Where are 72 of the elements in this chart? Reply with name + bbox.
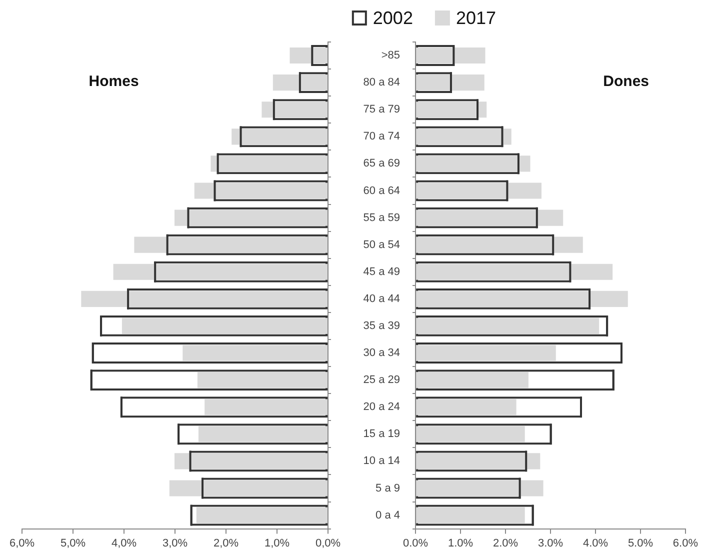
legend-label: 2002 bbox=[372, 8, 413, 28]
bar bbox=[197, 372, 328, 388]
bar bbox=[122, 318, 328, 334]
bar bbox=[416, 318, 600, 334]
bar bbox=[210, 156, 328, 172]
y-tick-label: 20 a 24 bbox=[363, 401, 400, 414]
x-tick-label: 4,0% bbox=[111, 537, 137, 550]
bar bbox=[416, 399, 516, 416]
bar bbox=[198, 426, 328, 442]
x-tick-label: 1,0% bbox=[264, 537, 290, 550]
bar bbox=[113, 264, 328, 280]
y-tick-label: 60 a 64 bbox=[363, 184, 400, 197]
x-tick-label: 5,0% bbox=[60, 537, 86, 550]
bar bbox=[290, 47, 328, 64]
y-tick-label: 65 a 69 bbox=[363, 158, 400, 170]
bar bbox=[272, 74, 328, 91]
bar bbox=[174, 210, 328, 226]
y-tick-label: 45 a 49 bbox=[363, 266, 400, 278]
x-tick-label: 0.0% bbox=[402, 537, 428, 550]
annotation: Dones bbox=[603, 73, 649, 90]
bar bbox=[174, 453, 328, 470]
x-tick-label: 2,0% bbox=[213, 537, 239, 550]
y-tick-label: 25 a 29 bbox=[363, 374, 400, 386]
bar bbox=[81, 290, 328, 307]
bar bbox=[416, 236, 583, 253]
x-tick-label: 6.0% bbox=[672, 537, 698, 550]
y-tick-label: 0 a 4 bbox=[376, 509, 400, 522]
bar bbox=[416, 102, 487, 118]
bar bbox=[416, 344, 556, 362]
bar bbox=[416, 74, 484, 91]
x-tick-label: 3,0% bbox=[162, 537, 188, 550]
y-tick-label: 35 a 39 bbox=[363, 320, 400, 332]
x-tick-label: 1.0% bbox=[448, 537, 474, 550]
x-tick-label: 2.0% bbox=[492, 537, 518, 550]
x-tick-label: 0,0% bbox=[315, 537, 341, 550]
bar bbox=[232, 128, 328, 145]
bar bbox=[416, 426, 525, 442]
bar bbox=[196, 507, 328, 524]
bar bbox=[416, 507, 525, 524]
bar bbox=[416, 372, 528, 388]
y-tick-label: 55 a 59 bbox=[363, 212, 400, 224]
bar bbox=[416, 290, 628, 307]
x-tick-label: 6,0% bbox=[9, 537, 35, 550]
y-tick-label: 80 a 84 bbox=[363, 76, 400, 89]
bar bbox=[416, 453, 540, 470]
y-tick-label: 15 a 19 bbox=[363, 428, 400, 440]
bar bbox=[134, 236, 328, 253]
bar bbox=[194, 182, 328, 199]
bar bbox=[204, 399, 328, 416]
y-tick-label: 5 a 9 bbox=[376, 482, 400, 494]
bar bbox=[416, 480, 544, 496]
bar bbox=[416, 128, 512, 145]
y-tick-label: 50 a 54 bbox=[363, 238, 400, 251]
y-tick-label: 75 a 79 bbox=[363, 104, 400, 116]
y-tick-label: >85 bbox=[381, 50, 400, 62]
y-tick-label: 70 a 74 bbox=[363, 130, 400, 143]
y-tick-label: 40 a 44 bbox=[363, 292, 400, 305]
y-tick-label: 30 a 34 bbox=[363, 347, 400, 360]
bar bbox=[416, 264, 613, 280]
x-tick-label: 4.0% bbox=[582, 537, 608, 550]
bar bbox=[416, 210, 564, 226]
bar bbox=[262, 102, 328, 118]
legend-label: 2017 bbox=[456, 8, 496, 28]
bar bbox=[416, 156, 530, 172]
x-tick-label: 5.0% bbox=[628, 537, 654, 550]
x-tick-label: 3.0% bbox=[538, 537, 564, 550]
bar bbox=[416, 47, 486, 64]
bar bbox=[169, 480, 328, 496]
bar bbox=[416, 182, 542, 199]
y-tick-label: 10 a 14 bbox=[363, 455, 400, 468]
bar bbox=[182, 344, 328, 362]
annotation: Homes bbox=[88, 73, 139, 90]
